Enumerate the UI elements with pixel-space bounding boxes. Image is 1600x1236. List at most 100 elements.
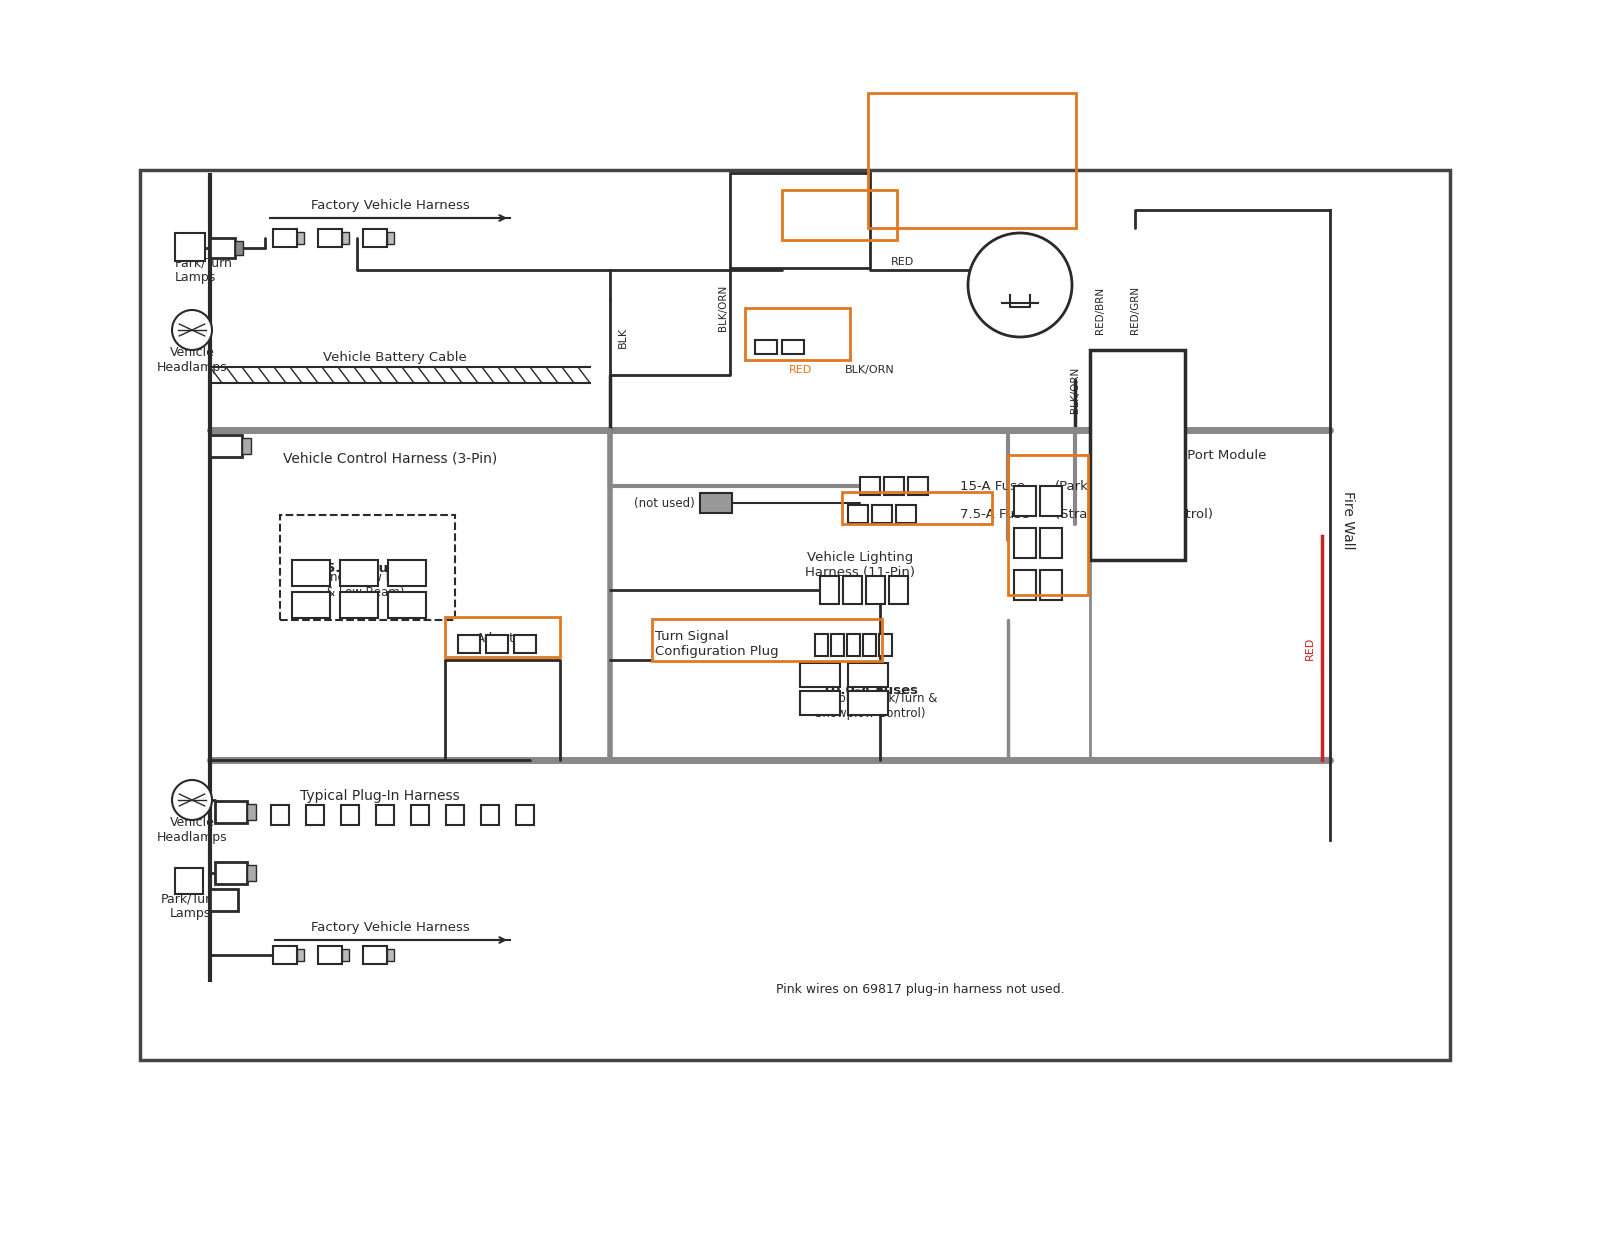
Text: Pink wires on 69817 plug-in harness not used.: Pink wires on 69817 plug-in harness not … (776, 984, 1064, 996)
Bar (341, 805, 358, 824)
Text: C: C (1131, 472, 1142, 487)
Text: BLK/ORN: BLK/ORN (718, 284, 728, 331)
Text: 7.5-A Fuse: 7.5-A Fuse (960, 508, 1029, 520)
Bar (363, 946, 387, 964)
Text: B: B (1131, 423, 1144, 438)
Text: BLK: BLK (618, 326, 629, 347)
Text: BLK/ORN: BLK/ORN (845, 365, 894, 375)
Bar (280, 515, 454, 620)
Bar (861, 477, 880, 494)
Bar (885, 477, 904, 494)
Circle shape (968, 234, 1072, 337)
Bar (174, 234, 205, 261)
Bar (389, 592, 426, 618)
Bar (848, 662, 888, 687)
Bar (445, 617, 560, 658)
Text: RED: RED (789, 365, 811, 375)
Bar (274, 229, 298, 247)
Text: Vehicle
Headlamps: Vehicle Headlamps (157, 346, 227, 375)
Bar (293, 560, 330, 586)
Bar (210, 889, 238, 911)
Bar (363, 229, 387, 247)
Bar (846, 634, 861, 656)
Bar (318, 229, 342, 247)
Bar (814, 634, 829, 656)
Bar (830, 634, 845, 656)
Bar (235, 241, 243, 255)
Bar (1008, 455, 1088, 595)
Text: +: + (843, 171, 861, 192)
Text: (Park/Turn): (Park/Turn) (1054, 480, 1126, 492)
Bar (842, 492, 992, 524)
Text: RED: RED (1306, 637, 1315, 660)
Text: Vehicle Control Harness (3-Pin): Vehicle Control Harness (3-Pin) (283, 451, 498, 465)
Bar (341, 592, 378, 618)
Bar (141, 171, 1450, 1060)
Bar (848, 506, 869, 523)
Text: (Straight Blade Control): (Straight Blade Control) (1054, 508, 1213, 520)
Bar (482, 805, 499, 824)
Text: BLK/ORN: BLK/ORN (1070, 367, 1080, 413)
Text: 15.0-A Fuses: 15.0-A Fuses (317, 561, 413, 575)
Text: RED/BRN: RED/BRN (1094, 287, 1106, 334)
Bar (1040, 486, 1062, 515)
Bar (848, 691, 888, 714)
Bar (298, 949, 304, 962)
Bar (306, 805, 325, 824)
Bar (246, 865, 256, 881)
Bar (896, 506, 917, 523)
Text: Typical Plug-In Harness: Typical Plug-In Harness (301, 789, 459, 803)
Bar (869, 93, 1075, 227)
Text: A: A (1131, 372, 1144, 388)
Bar (342, 232, 349, 243)
Circle shape (173, 310, 213, 350)
Bar (878, 634, 893, 656)
Bar (1040, 570, 1062, 599)
Text: -: - (744, 171, 752, 192)
Bar (866, 576, 885, 604)
Bar (458, 635, 480, 653)
Bar (1014, 570, 1037, 599)
Bar (843, 576, 862, 604)
Text: 3-Port Module: 3-Port Module (1174, 449, 1266, 461)
Bar (701, 493, 733, 513)
Bar (246, 803, 256, 819)
Text: Battery
Cable: Battery Cable (814, 204, 864, 232)
Text: Vehicle
Headlamps: Vehicle Headlamps (157, 816, 227, 844)
Text: 10.0-A Fuses: 10.0-A Fuses (822, 684, 918, 697)
Bar (782, 340, 805, 353)
Bar (909, 477, 928, 494)
Bar (514, 635, 536, 653)
Bar (341, 560, 378, 586)
Bar (214, 861, 246, 884)
Text: (Snowplow High
& Low Beam): (Snowplow High & Low Beam) (318, 571, 413, 599)
Bar (446, 805, 464, 824)
Text: (Snowplow Park/Turn &
Snowplow Control): (Snowplow Park/Turn & Snowplow Control) (802, 692, 938, 721)
Bar (890, 576, 909, 604)
Text: Park/Turn
Lamps: Park/Turn Lamps (162, 892, 219, 920)
Text: Fire Wall: Fire Wall (1341, 491, 1355, 549)
Text: 15-A Fuse: 15-A Fuse (960, 480, 1026, 492)
Text: Park/Turn
Lamps: Park/Turn Lamps (174, 256, 234, 284)
Bar (730, 173, 870, 268)
Bar (1090, 350, 1186, 560)
Text: Motor
Relay: Motor Relay (997, 262, 1043, 292)
Bar (376, 805, 394, 824)
Bar (411, 805, 429, 824)
Bar (1014, 528, 1037, 557)
Bar (800, 691, 840, 714)
Bar (1040, 528, 1062, 557)
Bar (342, 949, 349, 962)
Bar (782, 190, 898, 240)
Text: Adapter: Adapter (475, 632, 528, 644)
Text: Battery: Battery (765, 211, 835, 230)
Text: Vehicle Battery Cable: Vehicle Battery Cable (323, 351, 467, 363)
Bar (1014, 486, 1037, 515)
Text: RED/GRN: RED/GRN (1130, 286, 1139, 334)
Bar (821, 576, 838, 604)
Text: Factory Vehicle Harness: Factory Vehicle Harness (310, 199, 469, 211)
Bar (517, 805, 534, 824)
Bar (270, 805, 290, 824)
Text: (not used): (not used) (634, 497, 694, 509)
Circle shape (173, 780, 213, 819)
